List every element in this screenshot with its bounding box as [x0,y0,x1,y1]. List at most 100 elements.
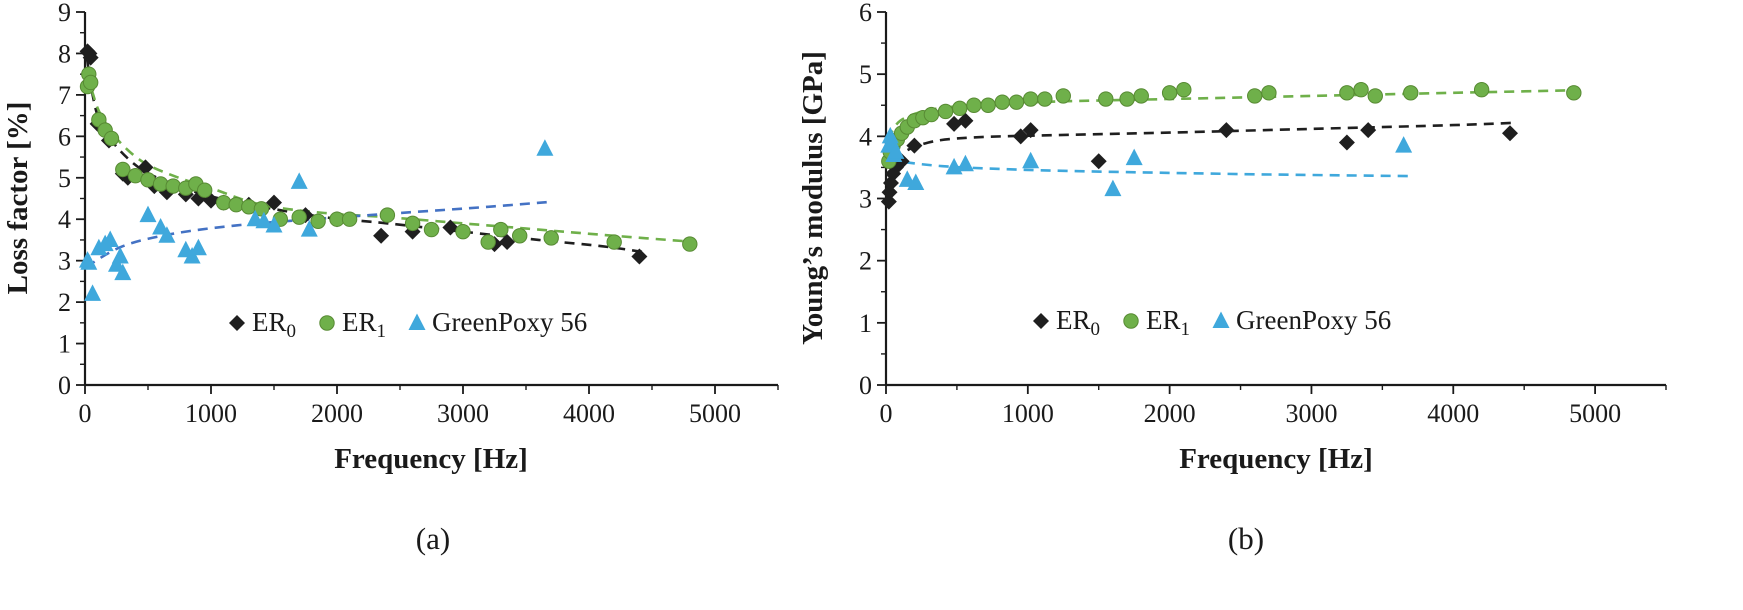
data-point-er1 [606,234,622,250]
y-tick-label: 5 [58,164,71,193]
data-point-greenpoxy-56 [1022,151,1040,169]
data-point-greenpoxy-56 [111,247,129,264]
data-point-er1 [682,236,698,252]
chart-a: 0 1000 2000 3000 4000 5000 0 1 2 3 4 5 6 7 8 9 ER0 ER1 Gre… [2,0,779,556]
y-tick-label: 0 [58,371,71,400]
data-point-greenpoxy-56 [189,238,207,256]
data-point-greenpoxy-56 [255,211,273,229]
y-tick-label: 1 [859,309,872,338]
data-point-greenpoxy-56 [887,142,905,159]
data-point-er1 [82,74,99,91]
data-point-er1 [379,207,396,223]
data-point-greenpoxy-56 [1104,179,1122,197]
data-point-er1 [952,100,968,117]
data-point-er1 [1161,85,1178,101]
x-axis-title: Frequency [Hz] [1179,443,1373,475]
data-point-er1 [152,176,169,192]
y-tick-label: 2 [58,288,71,317]
y-tick-label: 6 [58,122,71,151]
legend-marker-er0 [1033,313,1049,329]
legend-label-er1: ER1 [342,307,386,342]
data-point-er0 [82,49,99,66]
x-tick-label: 5000 [1569,399,1621,428]
data-point-er1 [1133,88,1149,104]
x-tick-label: 3000 [1285,399,1337,428]
y-tick-label: 1 [58,330,71,359]
data-point-er0 [1012,128,1029,145]
data-point-er0 [1218,122,1235,139]
data-point-er1 [1403,85,1419,101]
data-point-greenpoxy-56 [956,154,974,172]
data-point-er0 [266,194,282,211]
data-point-greenpoxy-56 [290,172,308,189]
legend-label-er0: ER0 [1056,305,1100,340]
data-point-greenpoxy-56 [84,284,102,301]
legend-marker-er1 [1123,313,1139,329]
data-point-er1 [423,221,440,238]
data-point-greenpoxy-56 [139,205,157,223]
chart-b: 0 1000 2000 3000 4000 5000 0 1 2 3 4 5 6 ER0 ER1 GreenP… [797,0,1667,556]
trend-line-er0 [85,57,646,254]
data-point-er1 [228,197,244,213]
data-point-er1 [1037,91,1053,107]
data-point-greenpoxy-56 [1395,136,1413,153]
data-point-er1 [1247,88,1263,104]
data-point-er1 [980,97,996,113]
data-point-er0 [957,112,974,129]
data-point-er1 [923,106,940,123]
data-point-er1 [253,201,270,217]
data-point-er1 [310,213,326,229]
data-point-greenpoxy-56 [300,220,318,237]
y-tick-label: 3 [58,247,71,276]
chart-caption-a: (a) [416,521,450,556]
data-point-er0 [906,137,923,154]
data-point-er0 [499,234,516,251]
data-point-er0 [1090,153,1107,170]
x-axis-title: Frequency [Hz] [334,443,528,475]
data-point-er1 [937,103,954,120]
data-point-er1 [404,215,421,232]
x-tick-label: 4000 [1427,399,1479,428]
x-tick-label: 3000 [437,399,489,428]
data-point-er1 [1473,82,1490,98]
x-tick-label: 1000 [185,399,237,428]
data-point-greenpoxy-56 [80,253,98,270]
data-point-greenpoxy-56 [1125,148,1143,166]
data-point-er0 [1022,122,1039,139]
y-tick-label: 3 [859,185,872,214]
data-point-er1 [480,234,496,250]
data-point-er1 [241,199,257,215]
legend-marker-greenpoxy-56 [1212,311,1230,328]
data-point-er0 [1360,122,1377,139]
data-point-er1 [1176,82,1192,98]
data-point-er1 [994,94,1010,110]
data-point-er1 [1119,91,1135,107]
data-point-er1 [455,223,471,240]
data-point-er0 [880,193,897,210]
y-axis-title: Young’s modulus [GPa] [797,51,829,345]
data-point-greenpoxy-56 [114,263,132,281]
data-point-er1 [966,97,982,113]
data-point-greenpoxy-56 [158,226,176,243]
y-axis-title: Loss factor [%] [2,102,34,295]
trend-line-greenpoxy-56 [887,158,1411,178]
x-tick-label: 4000 [563,399,615,428]
y-tick-label: 4 [58,205,71,234]
data-point-er1 [197,182,213,198]
data-point-er1 [1353,82,1369,98]
data-point-er1 [512,228,528,244]
chart-caption-b: (b) [1228,521,1264,556]
data-point-er1 [1055,88,1071,104]
data-point-greenpoxy-56 [265,215,283,233]
legend-label-er1: ER1 [1146,305,1190,340]
legend-label-er0: ER0 [252,307,296,342]
data-point-er1 [1261,85,1277,101]
data-point-er1 [493,221,509,238]
data-point-er1 [1566,85,1582,101]
data-point-er0 [631,248,648,265]
y-tick-label: 8 [58,39,71,68]
data-point-er0 [1502,125,1518,142]
y-tick-label: 0 [859,371,872,400]
data-point-er1 [1339,85,1355,101]
